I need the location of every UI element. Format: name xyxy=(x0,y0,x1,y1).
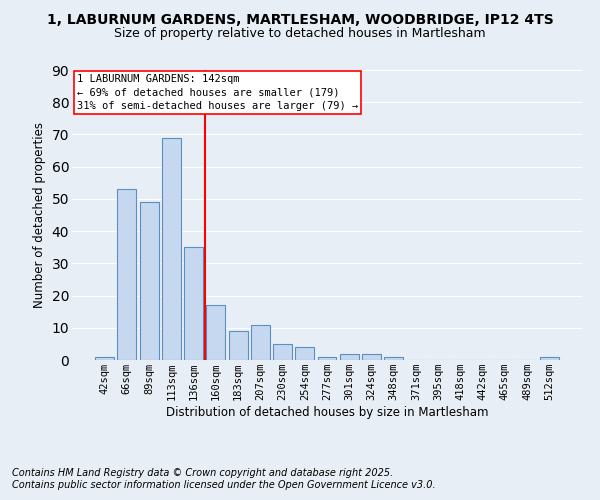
Bar xyxy=(384,357,403,360)
Bar xyxy=(273,344,292,360)
Y-axis label: Number of detached properties: Number of detached properties xyxy=(33,122,46,308)
X-axis label: Distribution of detached houses by size in Martlesham: Distribution of detached houses by size … xyxy=(166,406,488,419)
Bar xyxy=(95,357,114,360)
Bar xyxy=(206,305,225,360)
Text: Contains HM Land Registry data © Crown copyright and database right 2025.: Contains HM Land Registry data © Crown c… xyxy=(12,468,393,477)
Text: 1, LABURNUM GARDENS, MARTLESHAM, WOODBRIDGE, IP12 4TS: 1, LABURNUM GARDENS, MARTLESHAM, WOODBRI… xyxy=(47,12,553,26)
Bar xyxy=(540,357,559,360)
Bar xyxy=(184,247,203,360)
Text: 1 LABURNUM GARDENS: 142sqm
← 69% of detached houses are smaller (179)
31% of sem: 1 LABURNUM GARDENS: 142sqm ← 69% of deta… xyxy=(77,74,358,111)
Bar xyxy=(118,189,136,360)
Bar xyxy=(140,202,158,360)
Bar xyxy=(317,357,337,360)
Bar xyxy=(162,138,181,360)
Text: Size of property relative to detached houses in Martlesham: Size of property relative to detached ho… xyxy=(114,28,486,40)
Bar xyxy=(251,324,270,360)
Bar xyxy=(229,331,248,360)
Bar xyxy=(362,354,381,360)
Text: Contains public sector information licensed under the Open Government Licence v3: Contains public sector information licen… xyxy=(12,480,436,490)
Bar xyxy=(295,347,314,360)
Bar xyxy=(340,354,359,360)
